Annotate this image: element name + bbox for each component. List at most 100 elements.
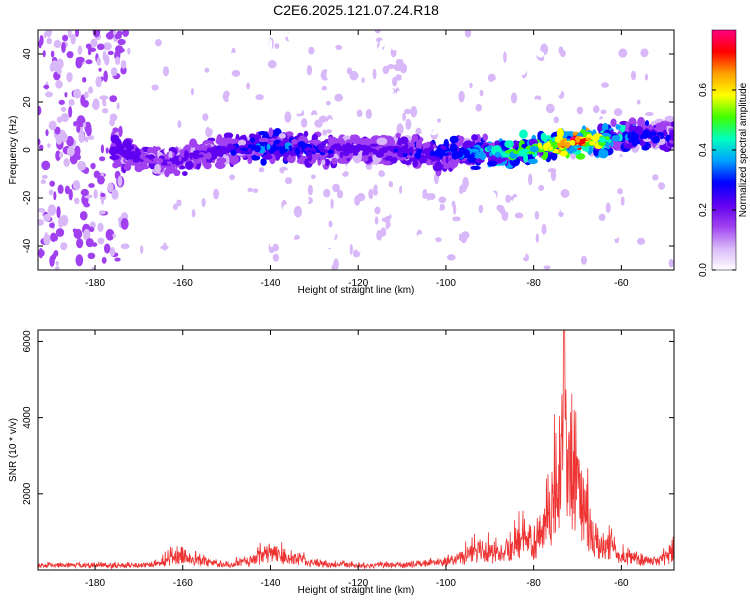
heatmap-cell: [393, 188, 401, 195]
heatmap-cell: [117, 38, 126, 46]
heatmap-cell: [411, 209, 421, 214]
heatmap-cell: [272, 204, 279, 213]
heatmap-cell: [343, 46, 350, 53]
heatmap-cell: [351, 100, 358, 110]
heatmap-cell: [281, 191, 286, 202]
heatmap-cell: [349, 70, 359, 81]
heatmap-cell: [310, 174, 316, 180]
heatmap-cell: [396, 90, 401, 102]
heatmap-cell: [404, 173, 414, 178]
heatmap-cell: [387, 30, 395, 41]
heatmap-cell: [105, 147, 109, 154]
heatmap-cell: [266, 143, 271, 151]
heatmap-cell: [259, 142, 265, 147]
heatmap-cell: [421, 117, 427, 127]
heatmap-cell: [372, 148, 377, 155]
heatmap-cell: [609, 180, 618, 186]
heatmap-cell: [488, 260, 494, 270]
heatmap-cell: [58, 99, 65, 105]
heatmap-cell: [575, 135, 581, 144]
heatmap-cell: [428, 202, 435, 213]
heatmap-cell: [285, 66, 295, 78]
heatmap-cell: [491, 54, 497, 63]
heatmap-cell: [307, 153, 313, 162]
heatmap-cell: [420, 224, 429, 232]
heatmap-cell: [283, 239, 287, 251]
heatmap-cell: [359, 212, 366, 225]
heatmap-cell: [318, 62, 322, 75]
heatmap-cell: [407, 82, 413, 89]
heatmap-cell: [75, 57, 83, 69]
heatmap-cell: [53, 39, 62, 49]
heatmap-cell: [55, 228, 65, 237]
heatmap-cell: [583, 67, 588, 73]
spectrogram-x-tick-label: -140: [260, 278, 280, 289]
heatmap-cell: [503, 51, 507, 63]
heatmap-cell: [261, 257, 270, 270]
heatmap-cell: [110, 67, 118, 77]
heatmap-cell: [319, 104, 328, 114]
heatmap-cell: [290, 199, 295, 206]
heatmap-cell: [665, 134, 671, 142]
heatmap-cell: [569, 120, 575, 126]
spectrogram-x-tick-label: -80: [526, 278, 541, 289]
heatmap-cell: [55, 260, 59, 266]
heatmap-cell: [644, 73, 649, 81]
heatmap-cell: [255, 94, 264, 101]
heatmap-cell: [172, 203, 178, 211]
heatmap-cell: [381, 221, 387, 228]
heatmap-cell: [120, 66, 127, 75]
heatmap-cell: [489, 151, 493, 157]
heatmap-cell: [74, 145, 81, 157]
heatmap-cell: [64, 185, 71, 195]
heatmap-cell: [199, 63, 205, 69]
heatmap-cell: [46, 37, 53, 45]
heatmap-cell: [521, 78, 527, 85]
heatmap-cell: [401, 71, 405, 82]
heatmap-cell: [507, 68, 515, 78]
heatmap-cell: [325, 242, 333, 249]
heatmap-cell: [258, 167, 265, 173]
heatmap-cell: [87, 49, 92, 56]
heatmap-cell: [45, 30, 52, 38]
heatmap-cell: [351, 121, 359, 133]
heatmap-cell: [278, 118, 283, 126]
heatmap-cell: [352, 151, 359, 156]
heatmap-cell: [353, 249, 359, 258]
heatmap-cell: [104, 54, 110, 66]
heatmap-cell: [462, 194, 471, 199]
heatmap-cell: [45, 129, 49, 137]
heatmap-cell: [339, 151, 344, 159]
heatmap-cell: [218, 172, 227, 185]
heatmap-cell: [282, 30, 289, 38]
heatmap-cell: [640, 132, 649, 139]
heatmap-cell: [287, 227, 294, 233]
heatmap-cell: [339, 161, 347, 173]
heatmap-cell: [535, 98, 540, 110]
heatmap-cell: [97, 222, 104, 233]
heatmap-cell: [260, 157, 267, 166]
heatmap-cell: [161, 164, 167, 169]
heatmap-cell: [55, 265, 60, 270]
heatmap-cell: [100, 144, 105, 154]
heatmap-cell: [76, 238, 84, 249]
heatmap-cell: [610, 118, 617, 128]
heatmap-cell: [346, 222, 354, 235]
heatmap-cell: [203, 162, 212, 170]
heatmap-cell: [291, 138, 298, 145]
heatmap-cell: [425, 233, 431, 244]
heatmap-cell: [118, 125, 123, 138]
heatmap-cell: [437, 118, 441, 123]
heatmap-cell: [402, 33, 411, 42]
heatmap-cell: [323, 55, 330, 67]
heatmap-cell: [596, 67, 603, 75]
heatmap-cell: [70, 33, 76, 45]
heatmap-cell: [173, 169, 181, 177]
heatmap-cell: [318, 38, 328, 44]
heatmap-cell: [184, 185, 189, 194]
heatmap-cell: [154, 163, 161, 174]
heatmap-cell: [221, 148, 228, 154]
heatmap-cell: [345, 116, 354, 125]
heatmap-cell: [374, 216, 379, 225]
heatmap-cell: [135, 239, 141, 247]
